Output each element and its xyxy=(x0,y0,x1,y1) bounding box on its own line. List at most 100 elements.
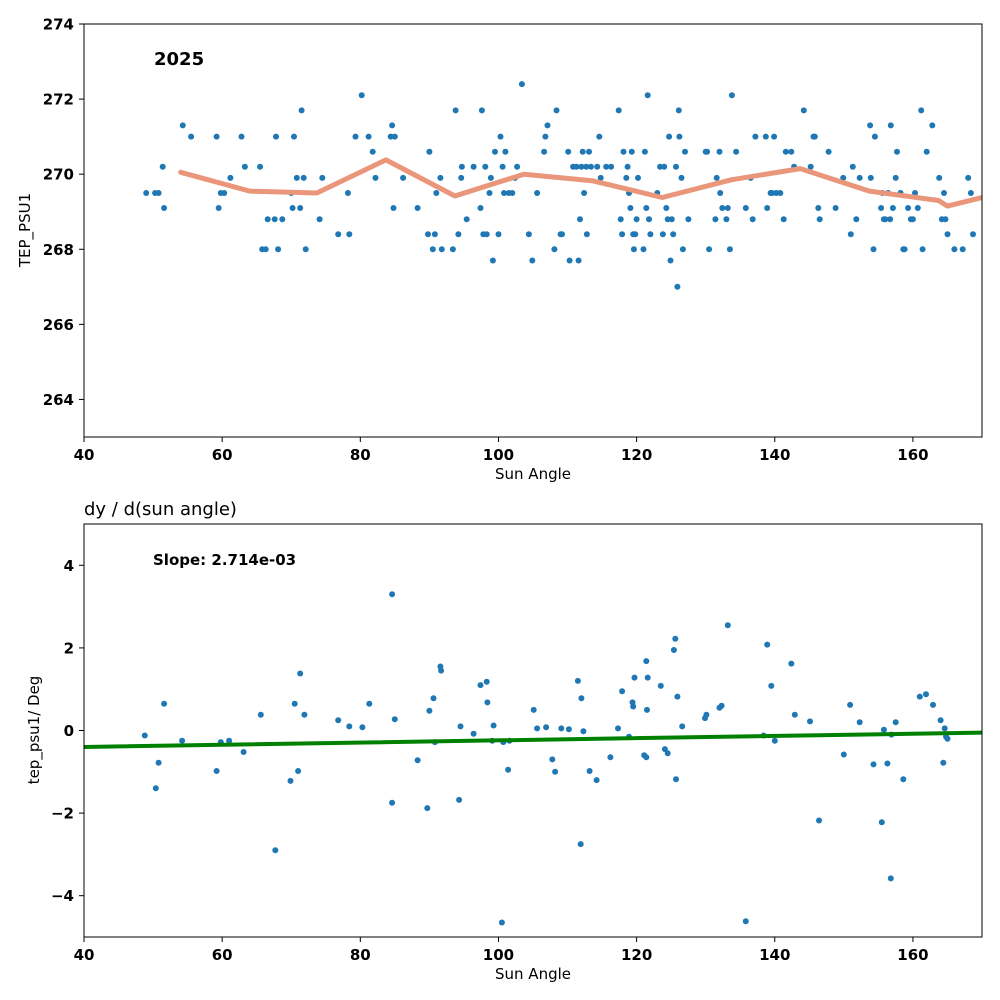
bottom-scatter-point xyxy=(391,716,398,723)
top-scatter-point xyxy=(728,92,735,99)
top-scatter-point xyxy=(936,174,943,181)
top-scatter-point xyxy=(608,163,615,170)
top-scatter-point xyxy=(889,205,896,211)
top-scatter-point xyxy=(391,133,398,140)
top-scatter-point xyxy=(887,122,894,129)
bottom-scatter-point xyxy=(884,760,891,767)
bottom-x-tick-label: 140 xyxy=(759,946,790,964)
bottom-scatter-point xyxy=(534,725,541,732)
top-scatter-point xyxy=(486,190,493,196)
top-scatter-point xyxy=(463,216,470,223)
top-scatter-point xyxy=(483,231,490,238)
top-scatter-point xyxy=(578,163,585,170)
bottom-scatter-point xyxy=(366,700,373,707)
bottom-scatter-point xyxy=(426,707,433,714)
top-scatter-point xyxy=(673,163,679,170)
top-scatter-point xyxy=(840,174,847,181)
bottom-scatter-point xyxy=(764,641,771,648)
top-scatter-point xyxy=(489,257,496,264)
bottom-scatter-point xyxy=(291,700,298,707)
bottom-scatter-point xyxy=(930,701,936,708)
bottom-scatter-point xyxy=(807,718,813,725)
top-scatter-point xyxy=(478,107,485,114)
bottom-scatter-point xyxy=(226,737,233,744)
bottom-scatter-point xyxy=(565,726,572,733)
bottom-scatter-point xyxy=(490,722,497,729)
bottom-scatter-point xyxy=(152,785,159,792)
top-scatter-point xyxy=(640,246,647,253)
bottom-scatter-point xyxy=(840,751,847,758)
top-scatter-point xyxy=(482,163,489,170)
top-scatter-point xyxy=(675,107,682,114)
top-scatter-point xyxy=(213,133,220,140)
top-scatter-point xyxy=(620,148,627,155)
top-scatter-point xyxy=(275,246,282,253)
bottom-scatter-point xyxy=(724,622,731,629)
top-scatter-point xyxy=(433,190,440,196)
top-scatter-point xyxy=(870,246,877,253)
top-scatter-point xyxy=(847,231,854,238)
bottom-axes-frame xyxy=(83,523,983,938)
top-x-tick-label: 100 xyxy=(483,446,514,464)
bottom-x-tick-label: 40 xyxy=(74,946,95,964)
top-scatter-point xyxy=(811,133,818,140)
top-scatter-point xyxy=(712,216,719,223)
top-scatter-point xyxy=(257,163,264,170)
bottom-scatter-point xyxy=(530,706,537,713)
bottom-scatter-point xyxy=(631,674,638,681)
top-scatter-point xyxy=(627,205,634,211)
bottom-scatter-point xyxy=(470,730,477,737)
top-scatter-point xyxy=(777,190,784,196)
top-x-axis-label: Sun Angle xyxy=(495,465,571,483)
bottom-y-tick-label: 0 xyxy=(64,722,74,740)
top-y-tick-label: 274 xyxy=(43,16,74,34)
top-scatter-point xyxy=(238,133,245,140)
bottom-scatter-point xyxy=(643,658,650,665)
top-scatter-point xyxy=(942,216,949,223)
top-scatter-point xyxy=(241,163,248,170)
top-scatter-point xyxy=(509,190,516,196)
bottom-scatter-point xyxy=(484,699,491,706)
bottom-scatter-point xyxy=(880,726,887,733)
bottom-scatter-point xyxy=(703,711,710,718)
top-scatter-point xyxy=(914,205,921,211)
top-scatter-point xyxy=(685,216,692,223)
bottom-scatter-point xyxy=(856,719,863,726)
top-scatter-point xyxy=(161,205,168,211)
bottom-scatter-point xyxy=(505,766,512,773)
top-scatter-point xyxy=(372,174,379,181)
bottom-scatter-point xyxy=(272,847,279,854)
bottom-x-axis-label: Sun Angle xyxy=(495,965,571,983)
top-scatter-point xyxy=(678,174,685,181)
top-scatter-point xyxy=(297,205,304,211)
top-scatter-point xyxy=(352,133,359,140)
bottom-scatter-point xyxy=(161,700,168,707)
top-scatter-point xyxy=(300,174,307,181)
top-scatter-point xyxy=(215,205,222,211)
bottom-scatter-point xyxy=(141,732,148,739)
top-scatter-point xyxy=(749,216,756,223)
top-scatter-point xyxy=(619,231,626,238)
top-scatter-point xyxy=(495,231,502,238)
top-scatter-point xyxy=(159,163,166,170)
top-scatter-point xyxy=(293,174,300,181)
top-scatter-point xyxy=(319,174,326,181)
top-scatter-point xyxy=(657,163,664,170)
top-scatter-point xyxy=(586,148,592,155)
top-scatter-point xyxy=(344,190,351,196)
bottom-scatter-point xyxy=(672,635,679,642)
top-scatter-point xyxy=(143,190,150,196)
bottom-scatter-point xyxy=(430,695,437,702)
top-scatter-point xyxy=(887,216,894,223)
top-scatter-point xyxy=(458,163,465,170)
top-scatter-point xyxy=(501,190,507,196)
top-scatter-point xyxy=(713,174,720,181)
bottom-scatter-point xyxy=(870,761,877,768)
bottom-y-tick-label: −4 xyxy=(51,887,74,905)
top-scatter-point xyxy=(967,190,974,196)
bottom-scatter-point xyxy=(900,776,907,783)
bottom-scatter-point xyxy=(574,677,581,684)
bottom-scatter-point xyxy=(424,805,431,812)
top-scatter-point xyxy=(682,148,688,155)
top-scatter-point xyxy=(716,148,723,155)
